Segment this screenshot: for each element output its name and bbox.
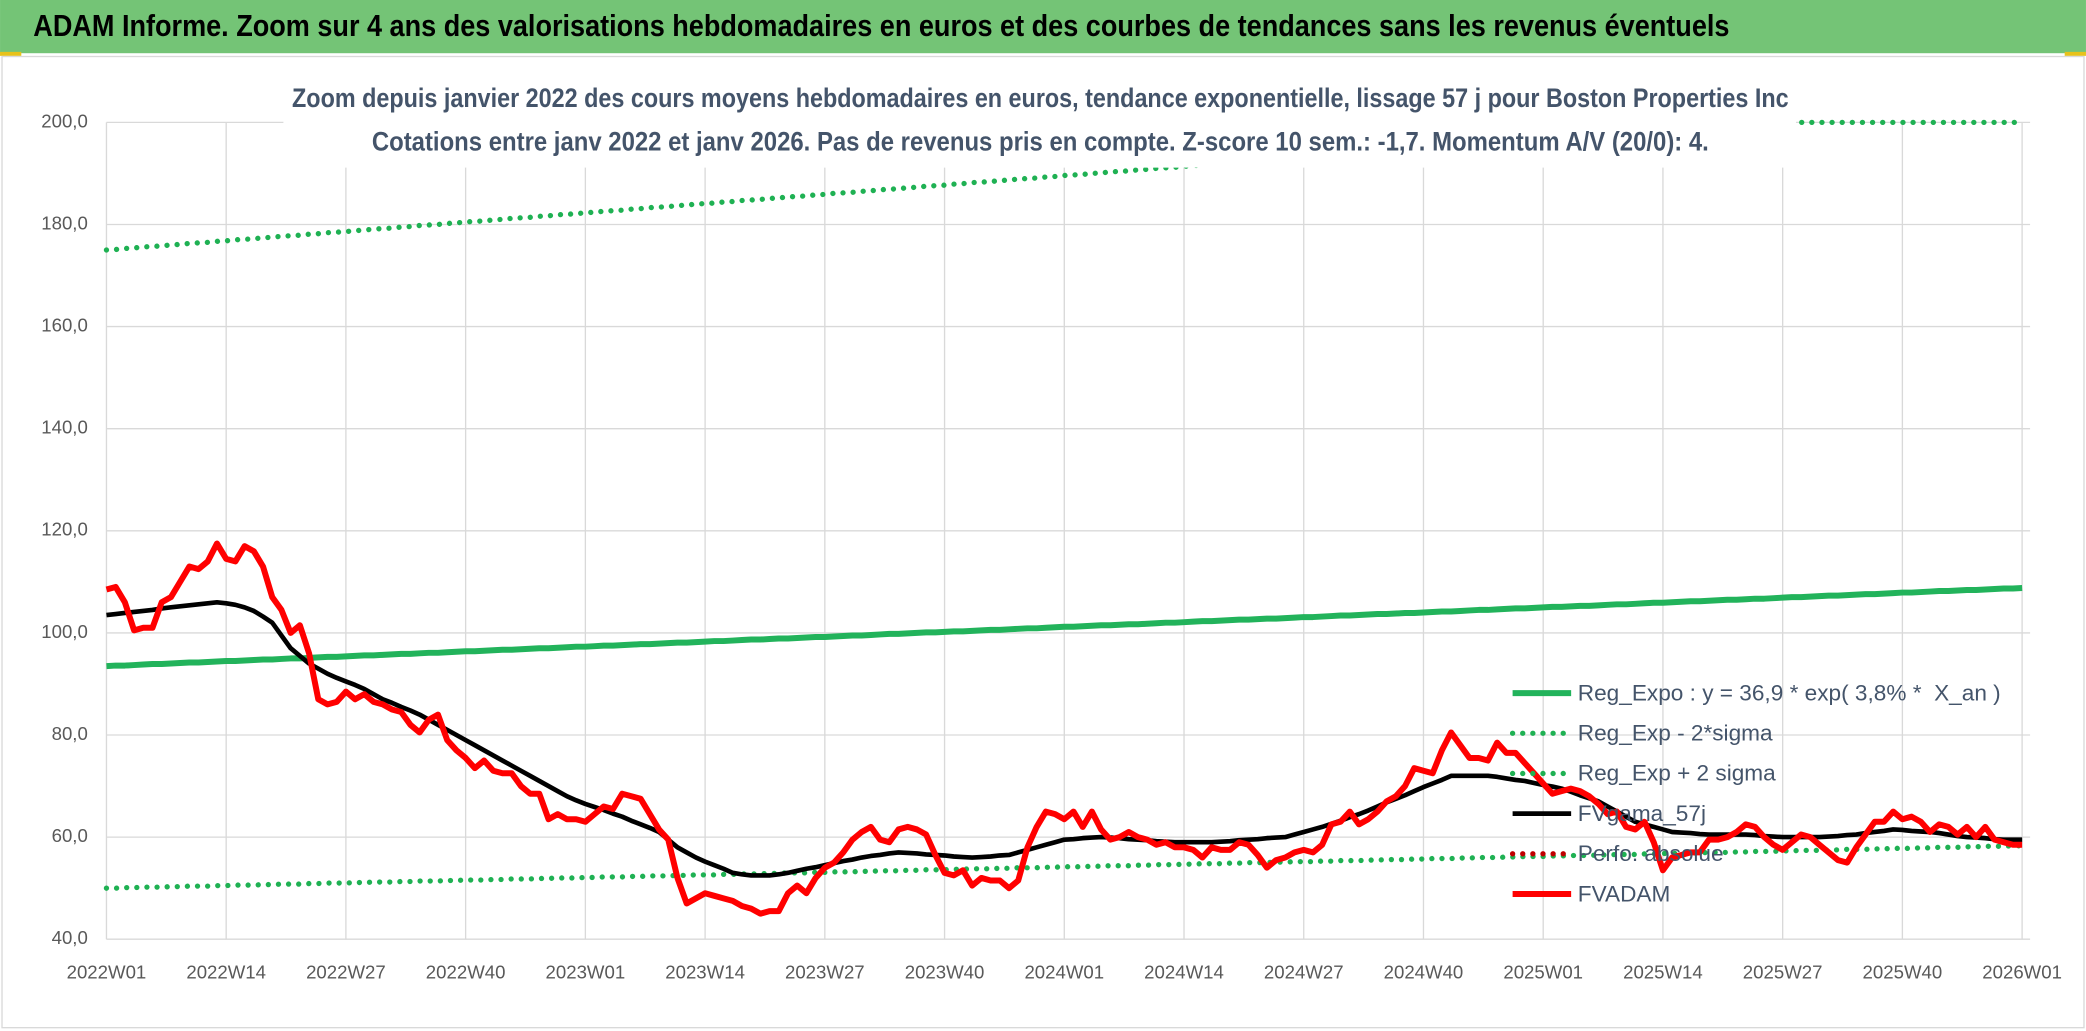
x-tick-label: 2025W01 xyxy=(1503,962,1583,983)
title-background xyxy=(283,77,1796,168)
x-tick-label: 2024W01 xyxy=(1024,962,1104,983)
header-banner xyxy=(0,0,2086,54)
legend-label: FVgama_57j xyxy=(1578,801,1706,826)
y-tick-label: 200,0 xyxy=(41,110,88,131)
x-tick-label: 2024W27 xyxy=(1264,962,1344,983)
x-tick-label: 2022W27 xyxy=(306,962,386,983)
x-tick-label: 2022W40 xyxy=(426,962,506,983)
series-line xyxy=(106,599,2023,878)
x-tick-label: 2024W40 xyxy=(1384,962,1464,983)
x-tick-label: 2026W01 xyxy=(1982,962,2062,983)
x-tick-label: 2025W40 xyxy=(1863,962,1943,983)
y-tick-label: 80,0 xyxy=(52,723,88,744)
x-tick-label: 2023W27 xyxy=(785,962,865,983)
y-tick-label: 120,0 xyxy=(41,519,88,540)
x-tick-label: 2023W40 xyxy=(905,962,985,983)
y-tick-label: 40,0 xyxy=(52,927,88,948)
chart-frame xyxy=(1,55,2085,1029)
legend-label: Reg_Expo : y = 36,9 * exp( 3,8% * X_an ) xyxy=(1578,680,2001,705)
y-tick-label: 180,0 xyxy=(41,212,88,233)
y-tick-label: 160,0 xyxy=(41,315,88,336)
x-tick-label: 2023W01 xyxy=(546,962,626,983)
x-tick-label: 2025W14 xyxy=(1623,962,1703,983)
series-line xyxy=(106,584,2023,670)
legend-label: FVADAM xyxy=(1578,881,1671,906)
series-line xyxy=(105,540,2023,917)
y-tick-label: 140,0 xyxy=(41,417,88,438)
corner-accent xyxy=(0,51,22,56)
legend: Reg_Expo : y = 36,9 * exp( 3,8% * X_an )… xyxy=(1509,680,2001,906)
y-tick-label: 100,0 xyxy=(41,621,88,642)
legend-label: Reg_Exp + 2 sigma xyxy=(1578,761,1776,786)
x-tick-label: 2023W14 xyxy=(665,962,745,983)
chart-title: Zoom depuis janvier 2022 des cours moyen… xyxy=(292,83,1789,113)
x-tick-label: 2024W14 xyxy=(1144,962,1224,983)
legend-label: Perfo. absolue xyxy=(1578,841,1724,866)
chart-subtitle: Cotations entre janv 2022 et janv 2026. … xyxy=(372,127,1709,157)
y-tick-label: 60,0 xyxy=(52,825,88,846)
chart-titles: Zoom depuis janvier 2022 des cours moyen… xyxy=(283,77,1796,168)
header-title: ADAM Informe. Zoom sur 4 ans des valoris… xyxy=(33,9,1729,43)
x-tick-label: 2022W14 xyxy=(186,962,266,983)
x-tick-label: 2025W27 xyxy=(1743,962,1823,983)
x-tick-label: 2022W01 xyxy=(67,962,147,983)
corner-accent xyxy=(2064,51,2086,56)
legend-label: Reg_Exp - 2*sigma xyxy=(1578,721,1773,746)
